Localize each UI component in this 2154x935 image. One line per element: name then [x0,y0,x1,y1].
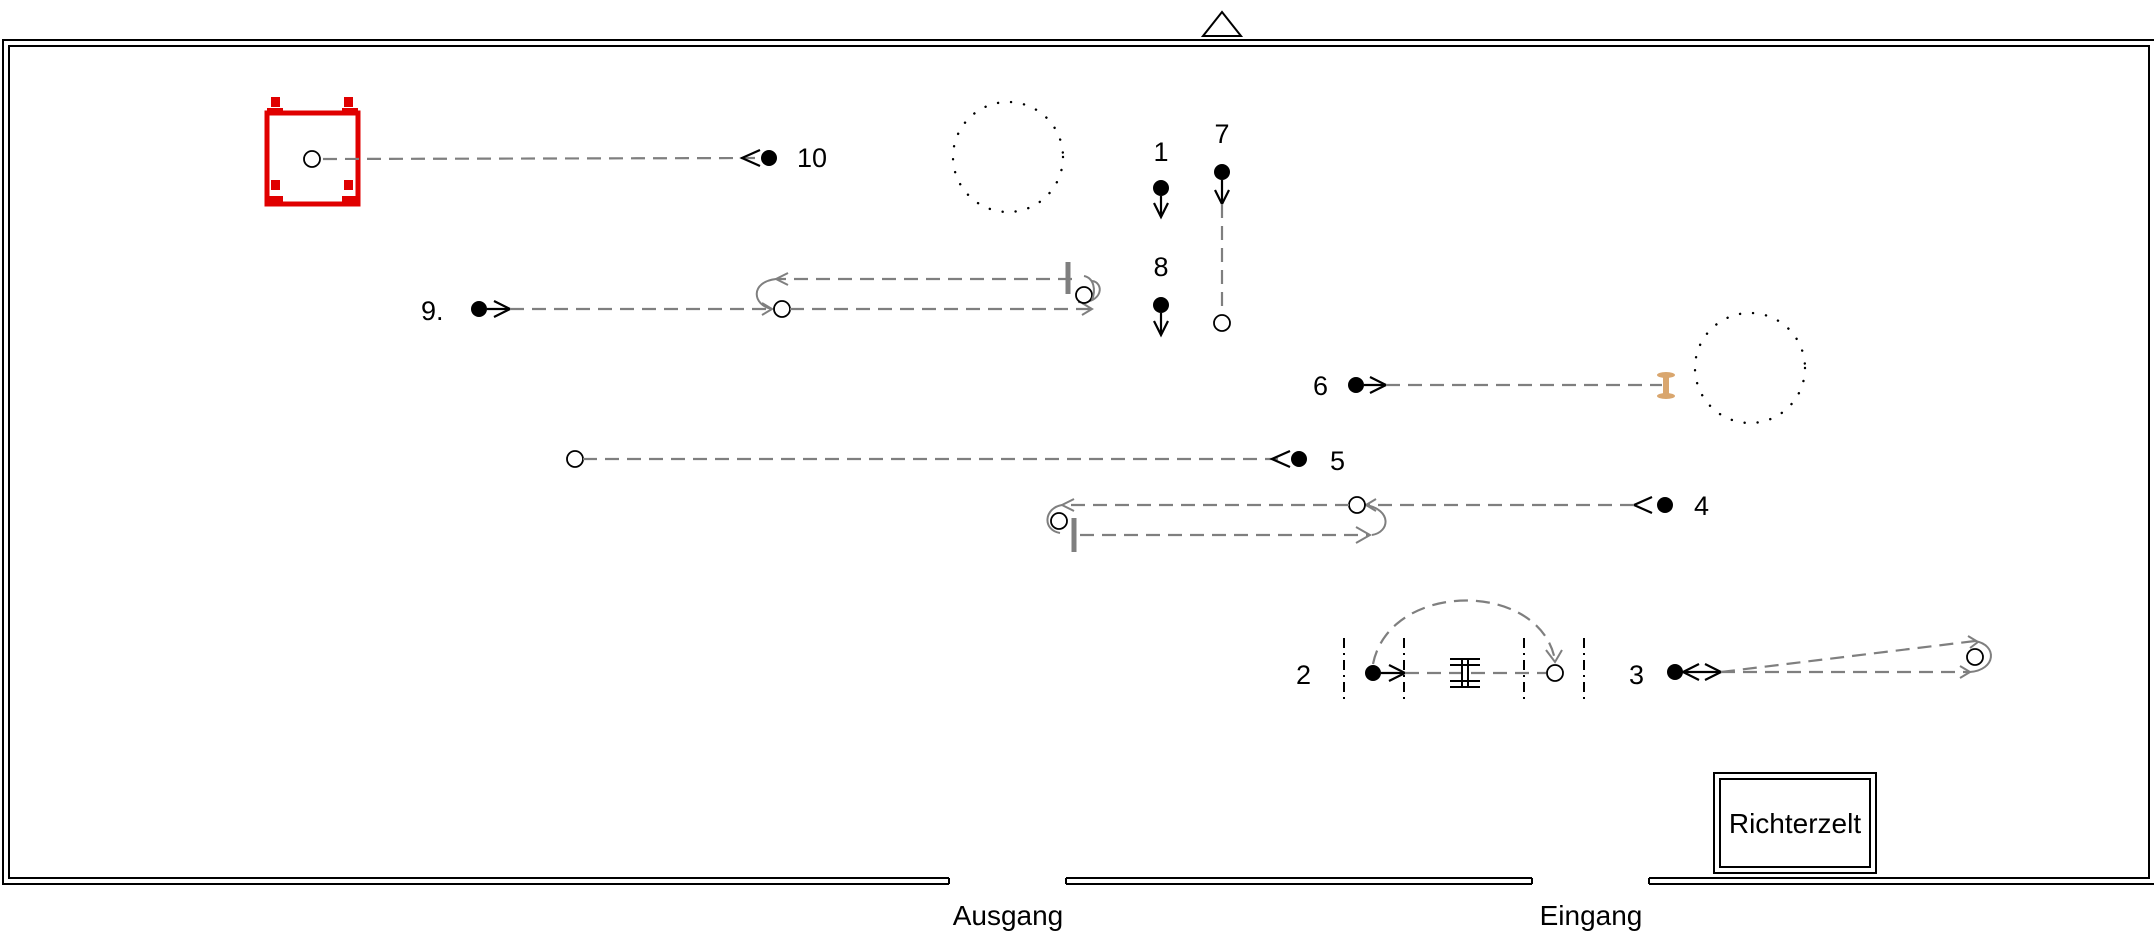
station-8: 8 [1153,252,1169,338]
arena-border [2,39,2154,885]
station-8-number: 8 [1153,252,1168,282]
station-2-number: 2 [1296,660,1311,690]
station-3: 3 [1629,635,1992,690]
judge-tent-label: Richterzelt [1729,808,1861,839]
station-4-number: 4 [1694,491,1709,521]
dotted-circle-right [1693,311,1807,425]
barrel-icon [1657,372,1675,399]
station-9: 9. [421,262,1101,326]
dotted-circle-top [951,100,1065,214]
station-4: 4 [1046,491,1709,552]
station-1: 1 [1153,137,1169,220]
station-10: 10 [264,97,827,207]
station-5-number: 5 [1330,446,1345,476]
judge-tent: Richterzelt [1713,772,1877,874]
station-7-number: 7 [1214,119,1229,149]
station-9-number: 9. [421,296,444,326]
station-10-number: 10 [797,143,827,173]
station-2: 2 [1296,599,1585,700]
north-marker-icon [1200,10,1244,37]
station-1-number: 1 [1153,137,1168,167]
station-6-number: 6 [1313,371,1328,401]
entrance-label: Eingang [1540,900,1643,931]
station-7: 7 [1213,119,1231,332]
exit-label: Ausgang [953,900,1064,931]
station-5: 5 [566,446,1345,476]
station-3-number: 3 [1629,660,1644,690]
hurdle-icon [1450,658,1480,688]
station-6: 6 [1313,371,1675,401]
